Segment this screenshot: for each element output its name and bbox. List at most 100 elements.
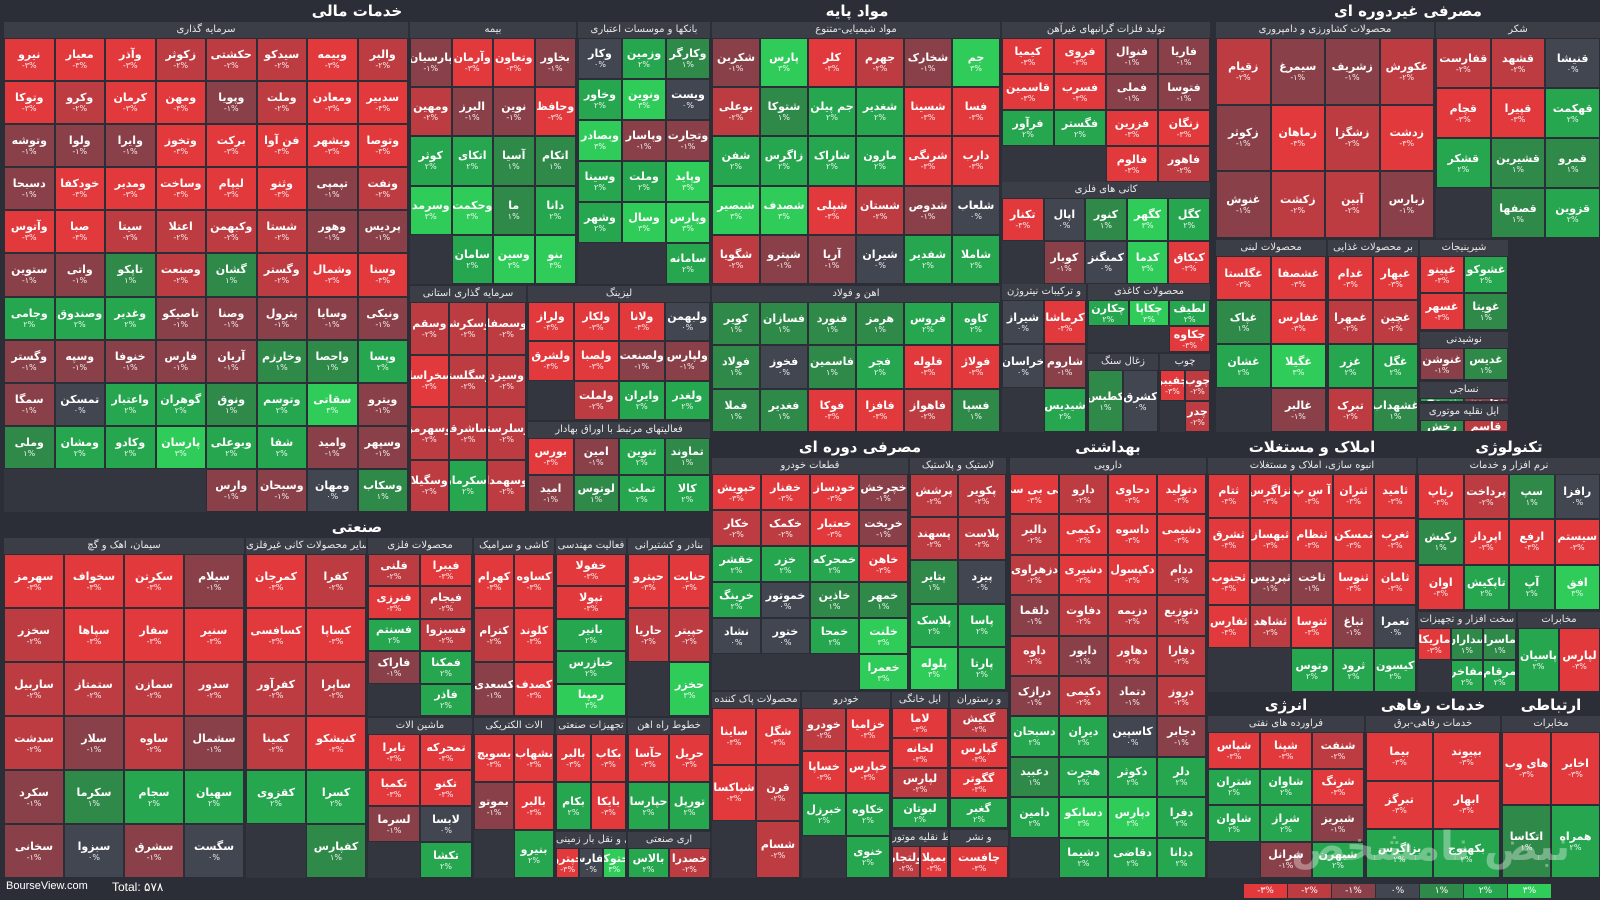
- stock-tile[interactable]: خودرو -۲%: [802, 708, 846, 751]
- stock-tile[interactable]: وکبهمن -۲%: [206, 210, 257, 254]
- stock-tile[interactable]: هرمز ۱%: [856, 302, 904, 346]
- stock-tile[interactable]: ویترو -۱%: [357, 382, 408, 426]
- stock-tile[interactable]: نبروج: [1420, 398, 1464, 402]
- stock-tile[interactable]: وسصفا -۲%: [487, 302, 526, 355]
- stock-tile[interactable]: ولپارس -۱%: [664, 341, 710, 381]
- stock-tile[interactable]: فملی -۱%: [1106, 74, 1158, 110]
- stock-tile[interactable]: وسلرستا-۲%: [487, 407, 526, 460]
- stock-tile[interactable]: دکپسول -۳%: [1108, 554, 1157, 596]
- stock-tile[interactable]: خرینگ ۲%: [712, 582, 761, 618]
- stock-tile[interactable]: اوان -۳%: [1418, 564, 1464, 610]
- stock-tile[interactable]: سنیر -۳%: [184, 608, 244, 662]
- stock-tile[interactable]: زدشت -۳%: [1379, 104, 1434, 172]
- stock-tile[interactable]: کالا ۲%: [664, 475, 710, 512]
- stock-tile[interactable]: وساشرقی-۲%: [448, 407, 488, 460]
- stock-tile[interactable]: رکیش ۱%: [1418, 519, 1464, 565]
- stock-tile[interactable]: ساینا -۳%: [712, 708, 756, 765]
- stock-tile[interactable]: چکارن ۲%: [1088, 300, 1129, 326]
- stock-tile[interactable]: خراسان ۰%: [1002, 344, 1044, 388]
- stock-tile[interactable]: پلاسک ۲%: [910, 603, 958, 647]
- stock-tile[interactable]: خریخت -۱%: [859, 510, 908, 546]
- stock-tile[interactable]: وخارزم ۱%: [256, 339, 307, 383]
- stock-tile[interactable]: قشکر ۲%: [1436, 138, 1491, 188]
- stock-tile[interactable]: دشیری -۳%: [1059, 554, 1108, 596]
- stock-tile[interactable]: جم پیلن ۲%: [808, 87, 856, 137]
- stock-tile[interactable]: ولبهمن ۰%: [664, 302, 710, 342]
- stock-tile[interactable]: تپمپی -۱%: [307, 167, 358, 211]
- stock-tile[interactable]: فروس ۲%: [904, 302, 952, 346]
- stock-tile[interactable]: فارس -۱%: [155, 339, 206, 383]
- stock-tile[interactable]: وایران ۲%: [619, 380, 665, 420]
- stock-tile[interactable]: ثاخت -۱%: [1291, 561, 1333, 605]
- stock-tile[interactable]: فوکا -۳%: [808, 388, 856, 432]
- stock-tile[interactable]: غگلستا -۳%: [1216, 256, 1271, 300]
- stock-tile[interactable]: وسنا -۳%: [357, 253, 408, 297]
- stock-tile[interactable]: وسهرمز-۲%: [410, 407, 449, 460]
- stock-tile[interactable]: غپینو -۳%: [1420, 256, 1464, 293]
- stock-tile[interactable]: وبیمه -۳%: [307, 38, 358, 82]
- stock-tile[interactable]: فجر ۲%: [856, 345, 904, 389]
- stock-tile[interactable]: وثنو -۳%: [256, 167, 307, 211]
- stock-tile[interactable]: قمرو ۱%: [1545, 138, 1600, 188]
- stock-tile[interactable]: پرشش -۲%: [910, 474, 958, 518]
- stock-tile[interactable]: غسهر -۳%: [1420, 293, 1464, 330]
- stock-tile[interactable]: اتکاسا ۱%: [1502, 805, 1551, 878]
- stock-tile[interactable]: سدشت -۲%: [4, 716, 64, 770]
- stock-tile[interactable]: اتکام ۱%: [534, 136, 576, 186]
- stock-tile[interactable]: پلوله ۳%: [910, 646, 958, 690]
- stock-tile[interactable]: سمازن -۲%: [124, 662, 184, 716]
- stock-tile[interactable]: حکشتی -۲%: [206, 38, 257, 82]
- stock-tile[interactable]: ولانا -۳%: [619, 302, 665, 342]
- stock-tile[interactable]: دانا ۲%: [534, 185, 576, 235]
- stock-tile[interactable]: لابسا ۰%: [420, 806, 472, 842]
- stock-tile[interactable]: دعبید ۱%: [1010, 756, 1059, 798]
- stock-tile[interactable]: تماوند ۱%: [664, 438, 710, 475]
- stock-tile[interactable]: شفدیر ۲%: [904, 234, 952, 284]
- stock-tile[interactable]: شستا -۲%: [256, 210, 307, 254]
- stock-tile[interactable]: لخانه -۳%: [892, 738, 948, 768]
- stock-tile[interactable]: بایکا -۳%: [591, 782, 626, 830]
- stock-tile[interactable]: نطرین: [1464, 398, 1508, 402]
- stock-tile[interactable]: ثنوسا -۳%: [1332, 561, 1375, 605]
- stock-tile[interactable]: حپترو-۳%: [556, 848, 580, 878]
- stock-tile[interactable]: سپاها -۳%: [64, 608, 124, 662]
- stock-tile[interactable]: داوه -۲%: [1010, 635, 1059, 676]
- stock-tile[interactable]: زاگرس ۲%: [760, 136, 808, 186]
- stock-tile[interactable]: غویتا ۱%: [1464, 293, 1508, 330]
- stock-tile[interactable]: ثرود ۲%: [1332, 648, 1375, 692]
- stock-tile[interactable]: وتعاون -۳%: [493, 38, 535, 88]
- stock-tile[interactable]: کلر -۳%: [808, 38, 856, 88]
- stock-tile[interactable]: پاسیان ۲%: [1518, 628, 1559, 692]
- stock-tile[interactable]: تکمبا -۳%: [368, 770, 420, 806]
- stock-tile[interactable]: قاسم: [1464, 420, 1508, 432]
- stock-tile[interactable]: ددانا ۲%: [1157, 837, 1206, 878]
- stock-tile[interactable]: آپ ۲%: [1509, 564, 1555, 610]
- stock-tile[interactable]: وسیزد -۲%: [487, 354, 526, 407]
- stock-tile[interactable]: پارتا ۲%: [958, 646, 1006, 690]
- stock-tile[interactable]: تکنار -۳%: [1002, 198, 1044, 241]
- stock-tile[interactable]: بنو ۳%: [534, 234, 576, 284]
- stock-tile[interactable]: بموتو -۱%: [474, 782, 514, 830]
- stock-tile[interactable]: خقشر ۲%: [712, 546, 761, 582]
- stock-tile[interactable]: وامید -۱%: [307, 425, 358, 469]
- stock-tile[interactable]: آریان -۱%: [206, 339, 257, 383]
- stock-tile[interactable]: ثتران -۳%: [1332, 474, 1375, 518]
- stock-tile[interactable]: وصندوق ۲%: [54, 296, 105, 340]
- stock-tile[interactable]: اپرداز -۳%: [1463, 519, 1509, 565]
- stock-tile[interactable]: کویر ۱%: [712, 302, 760, 346]
- stock-tile[interactable]: شاروم -۱%: [1044, 344, 1086, 388]
- stock-tile[interactable]: بکاب -۳%: [591, 734, 626, 782]
- stock-tile[interactable]: غشان ۲%: [1216, 344, 1271, 388]
- stock-tile[interactable]: فلوله -۳%: [904, 345, 952, 389]
- stock-tile[interactable]: تکنو -۳%: [420, 770, 472, 806]
- stock-tile[interactable]: سجام ۲%: [124, 770, 184, 824]
- stock-tile[interactable]: لپارس -۳%: [1559, 628, 1600, 692]
- stock-tile[interactable]: اپال ۰%: [1043, 198, 1086, 241]
- stock-tile[interactable]: سداران۱%: [1450, 628, 1484, 660]
- stock-tile[interactable]: ثتوسا -۳%: [1291, 604, 1333, 649]
- stock-tile[interactable]: کترام -۲%: [474, 608, 514, 662]
- stock-tile[interactable]: حفارس۰%: [579, 848, 603, 878]
- stock-tile[interactable]: شپلی -۳%: [808, 185, 856, 235]
- stock-tile[interactable]: کصدف -۳%: [514, 662, 554, 716]
- stock-tile[interactable]: تملت ۲%: [619, 475, 665, 512]
